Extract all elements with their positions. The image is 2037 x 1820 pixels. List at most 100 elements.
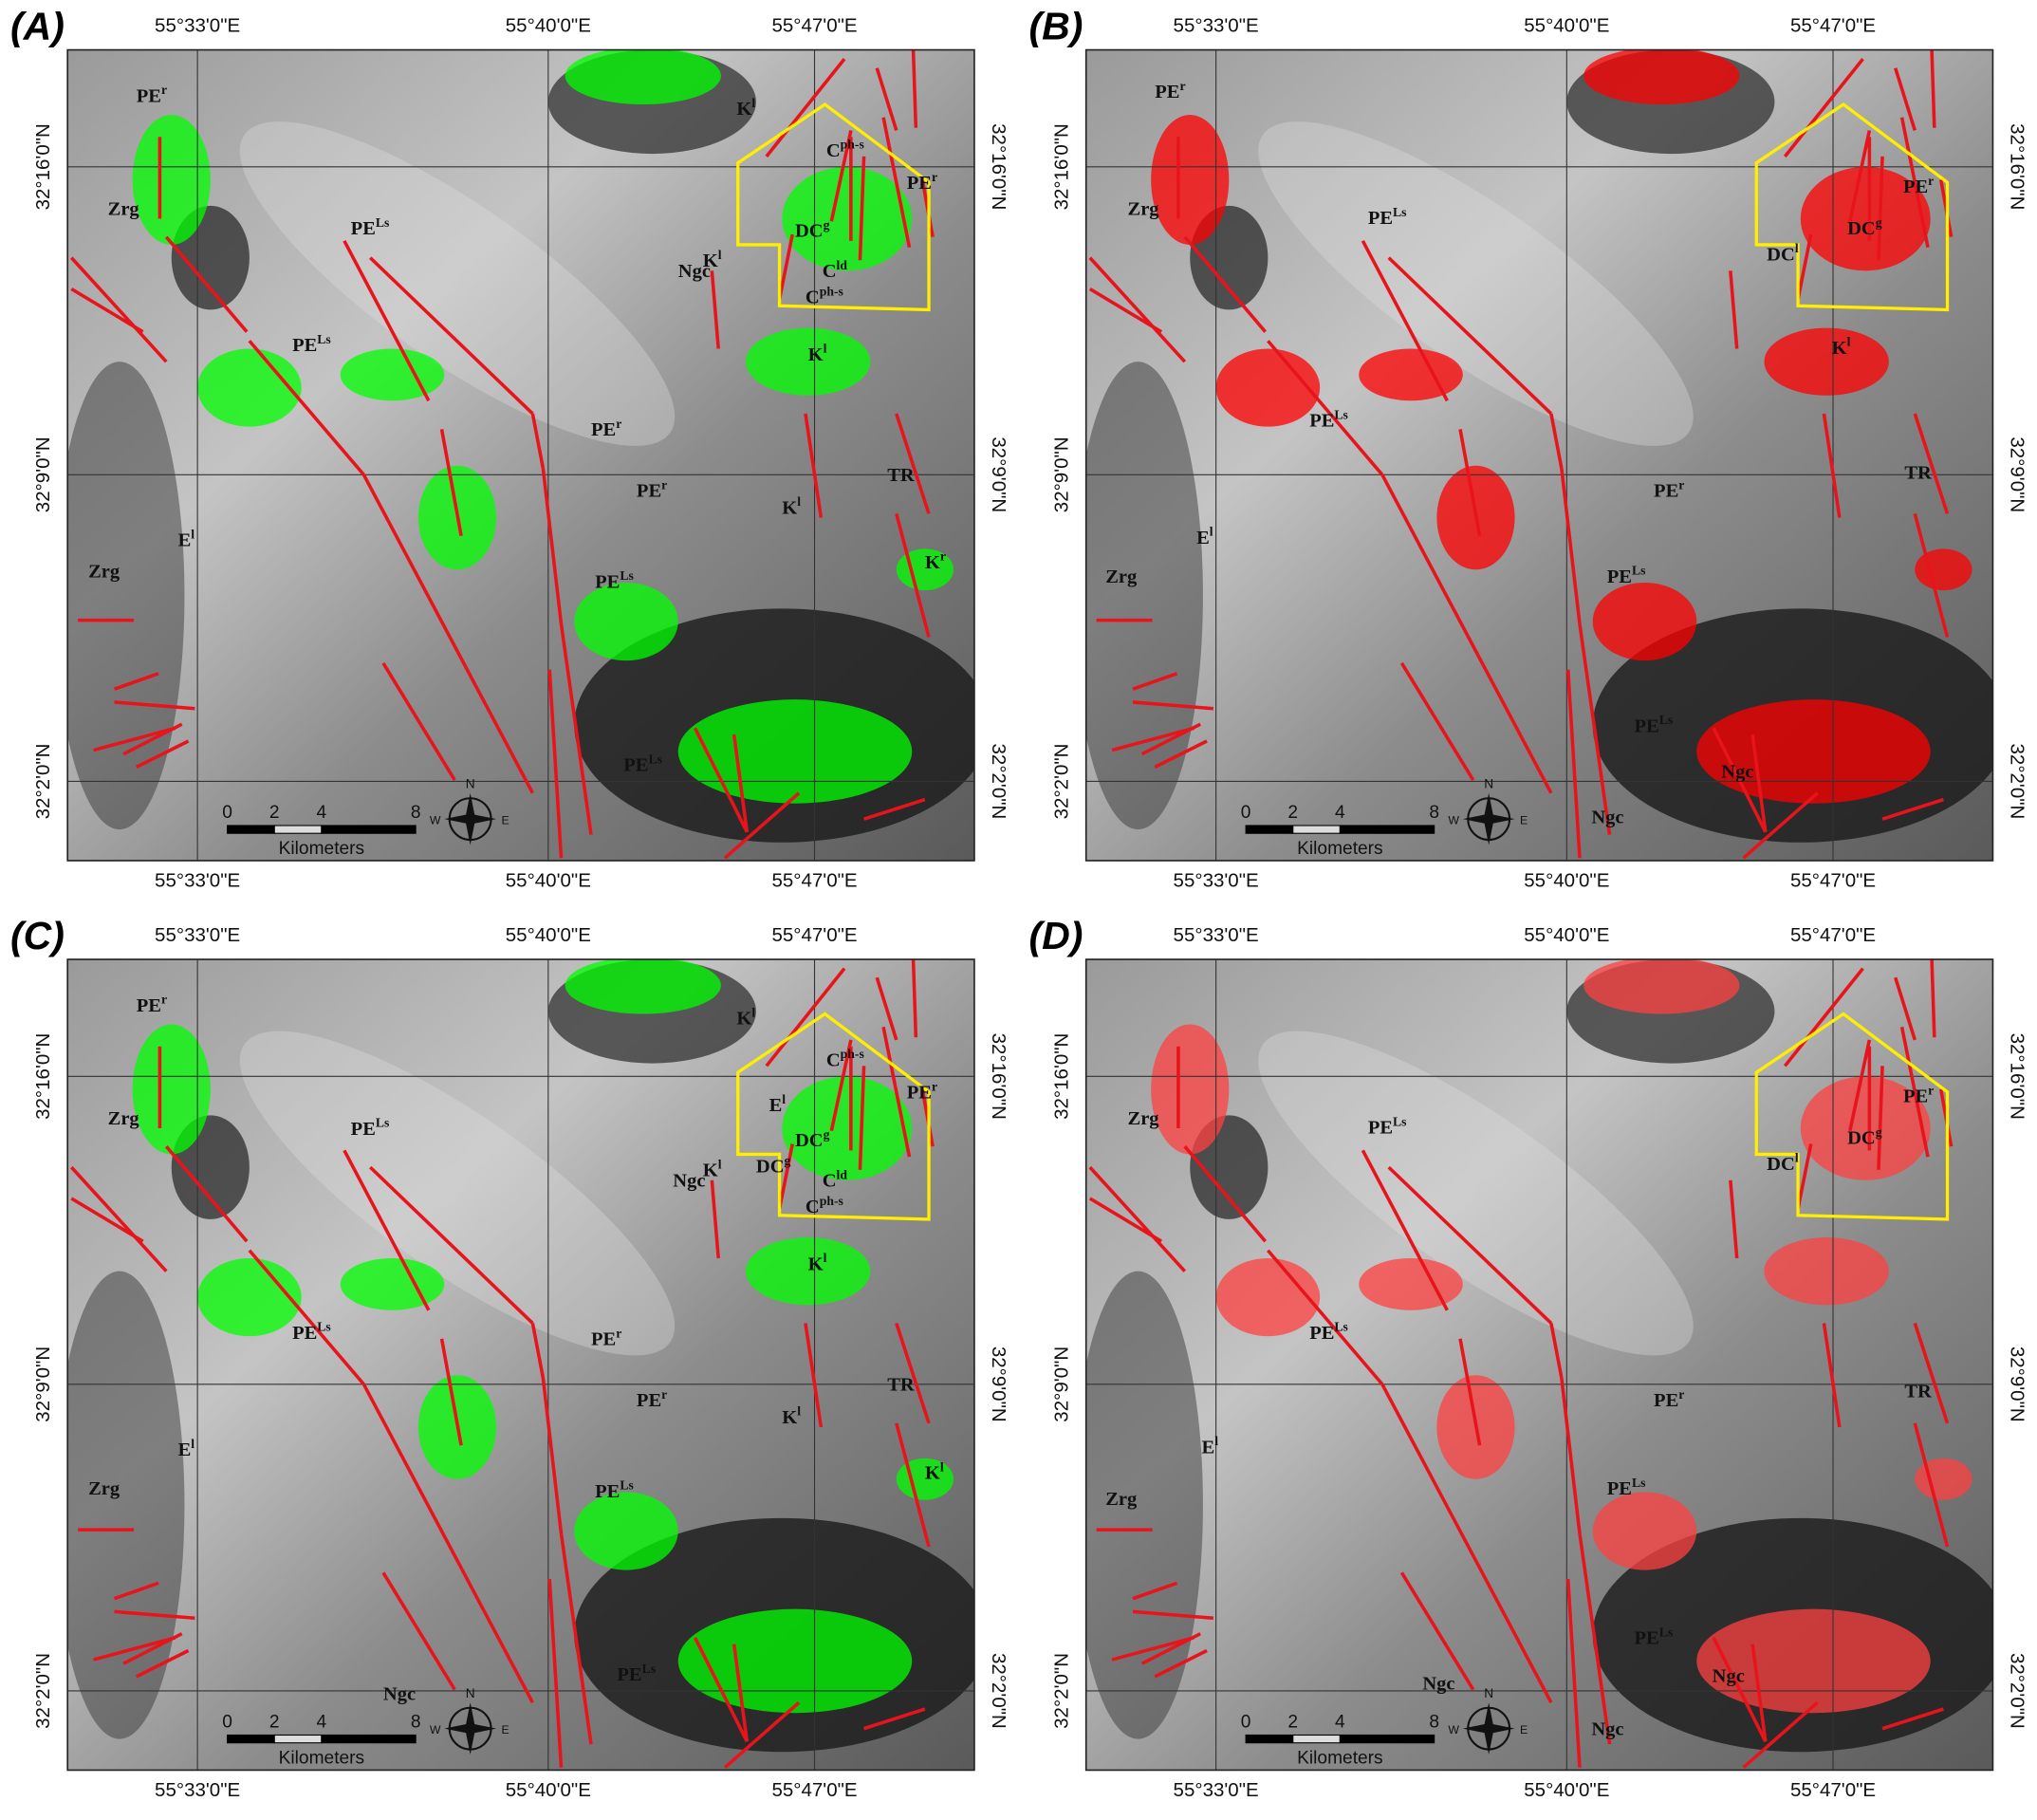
geology-label: PELs <box>351 215 390 239</box>
fault <box>804 413 824 518</box>
fault <box>1549 413 1564 469</box>
fault <box>122 1632 183 1665</box>
label-sup: r <box>940 549 946 564</box>
panel-label: (D) <box>1028 914 1083 957</box>
fault <box>248 1249 365 1385</box>
geology-label: PEr <box>1654 1387 1684 1411</box>
label-text: DC <box>1767 1154 1795 1175</box>
fault <box>804 1323 824 1428</box>
label-text: PE <box>1635 715 1659 736</box>
longitude-label: 55°47'0"E <box>1790 869 1876 891</box>
fault <box>829 1039 853 1132</box>
scale-segment <box>1245 825 1294 834</box>
label-sup: r <box>661 1387 667 1402</box>
geology-label: DCg <box>795 1127 830 1151</box>
compass <box>1462 813 1515 825</box>
fault <box>723 1700 801 1770</box>
fault <box>881 1026 912 1158</box>
highlight-patch <box>1583 959 1740 1014</box>
compass-east: E <box>502 1723 509 1736</box>
fault <box>343 239 431 402</box>
fault <box>248 340 365 476</box>
label-text: PE <box>1309 411 1334 432</box>
label-sup: l <box>191 527 194 541</box>
fault <box>361 474 534 794</box>
fault <box>1387 1165 1553 1325</box>
label-sup: r <box>161 83 167 97</box>
latitude-label: 32°2'0"N <box>988 744 1009 820</box>
fault <box>1387 256 1553 416</box>
scale-unit: Kilometers <box>279 839 365 859</box>
label-text: TR <box>1904 462 1932 483</box>
fault <box>1877 1066 1884 1170</box>
label-sup: r <box>1678 1387 1684 1402</box>
label-text: K <box>808 344 824 365</box>
geology-label: PEr <box>591 417 621 440</box>
highlight-patch <box>1583 49 1740 105</box>
label-text: PE <box>617 1664 641 1685</box>
label-sup: g <box>824 1127 830 1142</box>
label-text: E <box>178 1439 192 1460</box>
fault <box>1549 1323 1564 1379</box>
fault <box>895 512 931 638</box>
label-text: C <box>826 140 841 161</box>
label-sup: g <box>1876 1124 1882 1139</box>
label-text: K <box>782 1407 797 1428</box>
label-sup: r <box>1928 1083 1934 1097</box>
geology-label: PELs <box>623 752 662 775</box>
scale-segment <box>227 1734 275 1744</box>
panel-label: (C) <box>10 914 65 957</box>
fault <box>1458 429 1482 536</box>
dark-terrain <box>67 362 185 830</box>
fault <box>1848 130 1872 222</box>
fault <box>863 797 926 821</box>
fault <box>541 468 564 624</box>
scale-tick-label: 4 <box>1335 1712 1345 1732</box>
label-text: PE <box>1607 1478 1632 1499</box>
longitude-label: 55°40'0"E <box>506 924 591 946</box>
geology-label: TR <box>1904 462 1932 483</box>
label-sup: Ls <box>1334 407 1347 421</box>
geology-label: PELs <box>1635 713 1674 736</box>
geology-label: PEr <box>637 477 667 501</box>
highlight-patch <box>1592 1492 1697 1570</box>
fault <box>911 49 918 128</box>
latitude-label: 32°9'0"N <box>1051 436 1073 512</box>
label-text: K <box>925 552 940 573</box>
label-text: E <box>769 1095 783 1116</box>
geology-label: Ngc <box>1713 1665 1745 1686</box>
fault <box>1881 797 1944 821</box>
longitude-label: 55°47'0"E <box>1790 1779 1876 1801</box>
highlight-patch <box>132 1024 211 1155</box>
geology-label: Kl <box>782 1404 801 1428</box>
geology-label: PELs <box>1635 1625 1674 1648</box>
compass <box>444 813 497 825</box>
label-text: Ngc <box>1591 1718 1623 1739</box>
label-text: PE <box>1368 1118 1393 1139</box>
label-text: C <box>806 288 820 308</box>
fault <box>1783 967 1864 1068</box>
label-sup: l <box>191 1437 194 1451</box>
geology-label: PELs <box>292 332 331 356</box>
fault <box>70 1197 144 1243</box>
fault <box>1132 700 1214 711</box>
label-sup: l <box>824 342 827 356</box>
geology-label: PELs <box>617 1662 656 1685</box>
geology-label: Kl <box>703 1157 722 1180</box>
dark-terrain <box>67 1271 185 1739</box>
geology-label: DCg <box>756 1153 791 1177</box>
label-sup: l <box>718 1157 722 1171</box>
fault <box>369 256 534 416</box>
fault <box>1380 474 1553 794</box>
label-text: Zrg <box>108 198 140 219</box>
label-sup: l <box>718 248 722 262</box>
fault <box>1822 413 1842 518</box>
scale-tick-label: 2 <box>269 1712 280 1732</box>
geology-label: DCg <box>1847 215 1882 239</box>
label-sup: l <box>1214 1434 1218 1448</box>
geology-label: Cld <box>823 1167 848 1191</box>
label-text: Ngc <box>1721 761 1753 782</box>
geology-label: El <box>178 527 195 550</box>
highlight-patch <box>1359 348 1463 401</box>
